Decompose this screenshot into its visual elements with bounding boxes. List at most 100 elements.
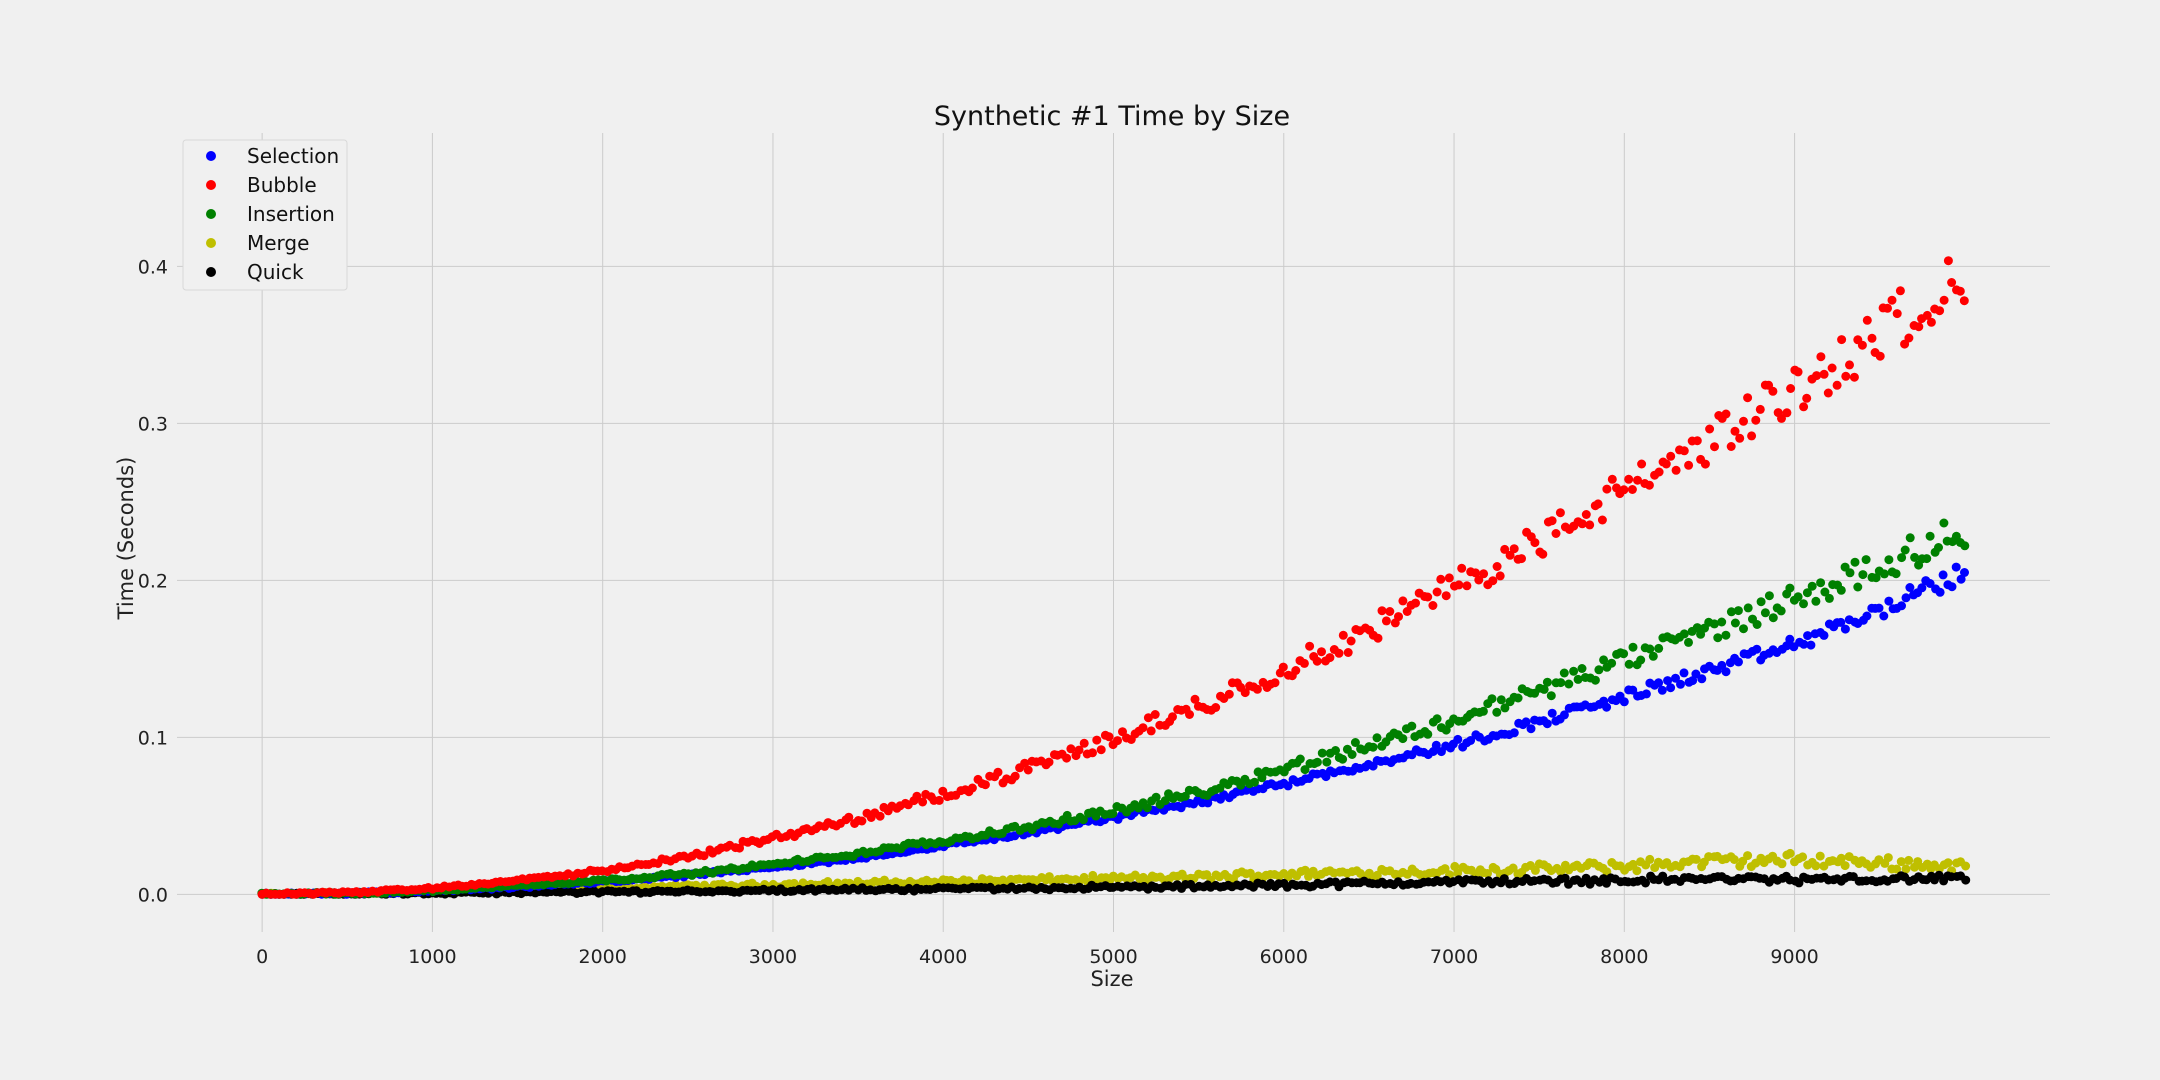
x-tick-label: 0 xyxy=(256,946,268,968)
data-point-bubble xyxy=(699,851,709,861)
data-point-bubble xyxy=(1096,745,1106,755)
legend-label-merge: Merge xyxy=(247,231,309,255)
data-point-selection xyxy=(1840,624,1850,634)
data-point-insertion xyxy=(1556,678,1566,688)
data-point-bubble xyxy=(918,797,928,807)
data-point-selection xyxy=(1654,678,1664,688)
data-point-bubble xyxy=(1088,748,1097,758)
data-point-bubble xyxy=(1317,647,1326,657)
y-tick-label: 0.0 xyxy=(138,884,168,906)
data-point-insertion xyxy=(1845,568,1855,578)
data-point-bubble xyxy=(1768,386,1778,396)
data-point-bubble xyxy=(1394,612,1403,622)
data-point-insertion xyxy=(1573,674,1583,684)
data-point-insertion xyxy=(1802,588,1812,598)
data-point-bubble xyxy=(1185,710,1194,719)
data-point-bubble xyxy=(1700,459,1710,469)
data-point-insertion xyxy=(1824,593,1834,603)
data-point-merge xyxy=(1556,867,1566,877)
data-point-insertion xyxy=(1836,585,1846,595)
data-point-insertion xyxy=(1760,608,1770,618)
data-point-insertion xyxy=(1594,665,1604,675)
data-point-bubble xyxy=(1935,306,1945,316)
data-point-bubble xyxy=(1887,295,1897,305)
data-point-bubble xyxy=(1661,459,1671,469)
data-point-bubble xyxy=(1705,424,1715,434)
data-point-insertion xyxy=(1721,630,1731,640)
data-point-bubble xyxy=(1150,710,1160,719)
data-point-bubble xyxy=(1338,630,1348,640)
data-point-insertion xyxy=(1636,655,1646,665)
data-point-bubble xyxy=(1551,529,1561,538)
data-point-bubble xyxy=(1782,408,1792,418)
data-point-selection xyxy=(1721,667,1731,677)
data-point-merge xyxy=(1961,861,1971,871)
data-point-insertion xyxy=(1645,644,1655,654)
data-point-insertion xyxy=(1717,617,1727,627)
data-point-selection xyxy=(1935,587,1945,597)
data-point-bubble xyxy=(1530,538,1540,548)
data-point-selection xyxy=(1879,611,1889,621)
data-point-merge xyxy=(1811,861,1821,871)
data-point-bubble xyxy=(1066,744,1076,754)
data-point-bubble xyxy=(1914,322,1924,332)
data-point-selection xyxy=(1897,601,1906,611)
y-axis-title: Time (Seconds) xyxy=(114,457,138,621)
data-point-bubble xyxy=(1684,460,1694,470)
data-point-bubble xyxy=(1044,757,1054,767)
legend-label-bubble: Bubble xyxy=(247,173,317,197)
data-point-bubble xyxy=(1074,745,1084,755)
data-point-insertion xyxy=(1807,581,1817,591)
data-point-insertion xyxy=(1764,591,1774,601)
data-point-selection xyxy=(1951,562,1961,572)
data-point-merge xyxy=(1904,855,1914,865)
data-point-bubble xyxy=(1751,415,1761,425)
data-point-insertion xyxy=(1628,642,1638,652)
data-point-bubble xyxy=(1457,563,1467,573)
data-point-insertion xyxy=(1624,659,1634,669)
data-point-bubble xyxy=(735,843,744,853)
data-point-bubble xyxy=(1857,340,1867,350)
data-point-insertion xyxy=(1347,750,1357,759)
data-point-merge xyxy=(1691,854,1701,864)
data-point-bubble xyxy=(1211,703,1221,712)
data-point-bubble xyxy=(1509,544,1519,554)
data-point-insertion xyxy=(1891,569,1901,579)
data-point-selection xyxy=(1799,639,1809,649)
data-point-insertion xyxy=(1811,596,1821,606)
data-point-insertion xyxy=(1730,618,1740,628)
data-point-bubble xyxy=(1505,550,1515,560)
data-point-selection xyxy=(1901,593,1911,603)
data-point-bubble xyxy=(1291,666,1301,675)
data-point-bubble xyxy=(1710,442,1719,452)
data-point-insertion xyxy=(1816,578,1826,588)
data-point-bubble xyxy=(1743,393,1753,403)
data-point-bubble xyxy=(1845,360,1854,370)
data-point-bubble xyxy=(1023,765,1033,775)
data-point-merge xyxy=(1798,852,1808,862)
data-point-selection xyxy=(1806,640,1816,650)
data-point-bubble xyxy=(1305,641,1315,651)
data-point-bubble xyxy=(1270,678,1280,688)
data-point-bubble xyxy=(1343,648,1353,657)
data-point-bubble xyxy=(1644,480,1654,490)
data-point-bubble xyxy=(1735,433,1745,443)
data-point-selection xyxy=(1431,740,1441,750)
data-point-insertion xyxy=(1487,694,1497,704)
data-point-selection xyxy=(1679,668,1689,678)
data-point-insertion xyxy=(1559,668,1569,678)
data-point-bubble xyxy=(875,811,885,821)
data-point-insertion xyxy=(1776,606,1786,616)
data-point-bubble xyxy=(1892,309,1902,319)
data-point-selection xyxy=(1453,734,1463,744)
data-point-bubble xyxy=(1726,442,1736,451)
data-point-selection xyxy=(1956,574,1966,584)
data-point-insertion xyxy=(1372,733,1382,743)
data-point-insertion xyxy=(1850,557,1860,567)
data-point-bubble xyxy=(1411,598,1420,608)
data-point-bubble xyxy=(857,816,867,826)
data-point-insertion xyxy=(1564,679,1574,689)
data-point-insertion xyxy=(1739,624,1748,634)
data-point-bubble xyxy=(1479,569,1489,579)
